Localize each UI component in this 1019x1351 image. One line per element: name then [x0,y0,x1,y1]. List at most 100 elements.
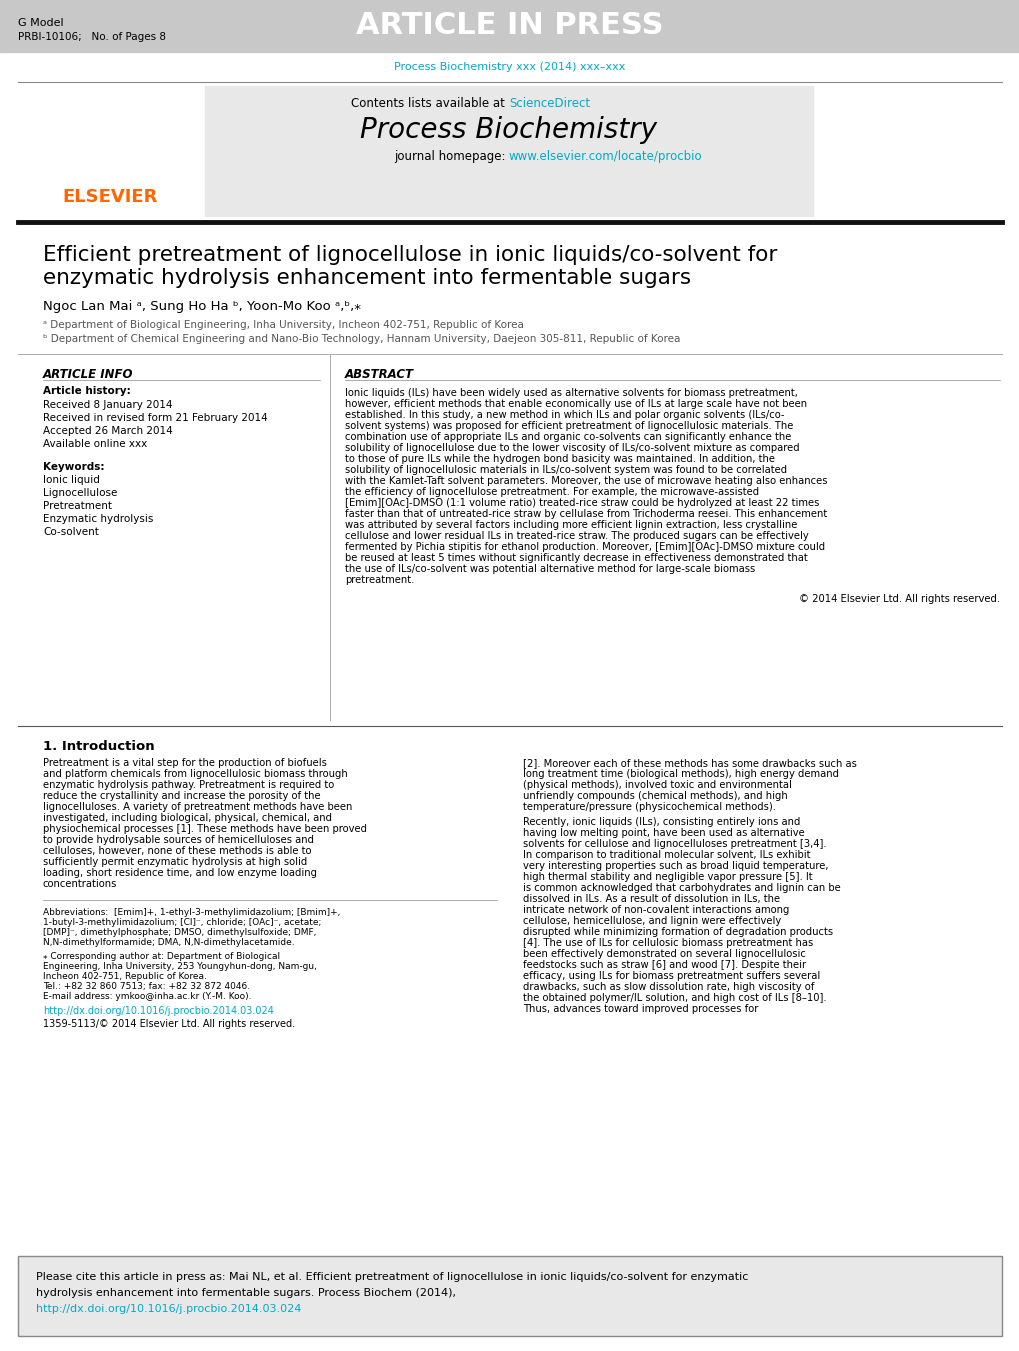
Text: (physical methods), involved toxic and environmental: (physical methods), involved toxic and e… [523,780,791,790]
Text: Tel.: +82 32 860 7513; fax: +82 32 872 4046.: Tel.: +82 32 860 7513; fax: +82 32 872 4… [43,982,250,992]
Text: celluloses, however, none of these methods is able to: celluloses, however, none of these metho… [43,846,311,857]
Text: Ngoc Lan Mai ᵃ, Sung Ho Ha ᵇ, Yoon-Mo Koo ᵃ,ᵇ,⁎: Ngoc Lan Mai ᵃ, Sung Ho Ha ᵇ, Yoon-Mo Ko… [43,300,361,313]
Text: http://dx.doi.org/10.1016/j.procbio.2014.03.024: http://dx.doi.org/10.1016/j.procbio.2014… [36,1304,301,1315]
Text: hydrolysis enhancement into fermentable sugars. Process Biochem (2014),: hydrolysis enhancement into fermentable … [36,1288,459,1298]
Text: ᵃ Department of Biological Engineering, Inha University, Incheon 402-751, Republ: ᵃ Department of Biological Engineering, … [43,320,524,330]
Text: lignocelluloses. A variety of pretreatment methods have been: lignocelluloses. A variety of pretreatme… [43,802,352,812]
FancyBboxPatch shape [18,1256,1001,1336]
Text: been effectively demonstrated on several lignocellulosic: been effectively demonstrated on several… [523,948,805,959]
Text: dissolved in ILs. As a result of dissolution in ILs, the: dissolved in ILs. As a result of dissolu… [523,894,780,904]
Text: investigated, including biological, physical, chemical, and: investigated, including biological, phys… [43,813,331,823]
Text: ABSTRACT: ABSTRACT [344,367,414,381]
Text: Incheon 402-751, Republic of Korea.: Incheon 402-751, Republic of Korea. [43,971,207,981]
Text: pretreatment.: pretreatment. [344,576,414,585]
Text: [DMP]⁻, dimethylphosphate; DMSO, dimethylsulfoxide; DMF,: [DMP]⁻, dimethylphosphate; DMSO, dimethy… [43,928,316,938]
Text: drawbacks, such as slow dissolution rate, high viscosity of: drawbacks, such as slow dissolution rate… [523,982,813,992]
Text: Received 8 January 2014: Received 8 January 2014 [43,400,172,409]
Text: enzymatic hydrolysis enhancement into fermentable sugars: enzymatic hydrolysis enhancement into fe… [43,267,691,288]
Text: concentrations: concentrations [43,880,117,889]
Text: to those of pure ILs while the hydrogen bond basicity was maintained. In additio: to those of pure ILs while the hydrogen … [344,454,774,463]
Text: Received in revised form 21 February 2014: Received in revised form 21 February 201… [43,413,268,423]
Text: N,N-dimethylformamide; DMA, N,N-dimethylacetamide.: N,N-dimethylformamide; DMA, N,N-dimethyl… [43,938,294,947]
Text: Article history:: Article history: [43,386,130,396]
Text: feedstocks such as straw [6] and wood [7]. Despite their: feedstocks such as straw [6] and wood [7… [523,961,805,970]
Text: ARTICLE INFO: ARTICLE INFO [43,367,133,381]
Text: ⁎ Corresponding author at: Department of Biological: ⁎ Corresponding author at: Department of… [43,952,280,961]
Text: http://dx.doi.org/10.1016/j.procbio.2014.03.024: http://dx.doi.org/10.1016/j.procbio.2014… [43,1006,274,1016]
Text: Co-solvent: Co-solvent [43,527,99,536]
Text: Thus, advances toward improved processes for: Thus, advances toward improved processes… [523,1004,758,1015]
Text: [4]. The use of ILs for cellulosic biomass pretreatment has: [4]. The use of ILs for cellulosic bioma… [523,938,812,948]
Text: ScienceDirect: ScienceDirect [508,97,590,109]
Text: www.elsevier.com/locate/procbio: www.elsevier.com/locate/procbio [508,150,702,163]
Text: however, efficient methods that enable economically use of ILs at large scale ha: however, efficient methods that enable e… [344,399,806,409]
Text: PRBI-10106;   No. of Pages 8: PRBI-10106; No. of Pages 8 [18,32,166,42]
Text: physiochemical processes [1]. These methods have been proved: physiochemical processes [1]. These meth… [43,824,367,834]
Text: and platform chemicals from lignocellulosic biomass through: and platform chemicals from lignocellulo… [43,769,347,780]
Text: © 2014 Elsevier Ltd. All rights reserved.: © 2014 Elsevier Ltd. All rights reserved… [798,594,999,604]
Text: E-mail address: ymkoo@inha.ac.kr (Y.-M. Koo).: E-mail address: ymkoo@inha.ac.kr (Y.-M. … [43,992,252,1001]
Text: 1359-5113/© 2014 Elsevier Ltd. All rights reserved.: 1359-5113/© 2014 Elsevier Ltd. All right… [43,1019,294,1029]
Text: Process Biochemistry: Process Biochemistry [360,116,657,145]
Text: fermented by Pichia stipitis for ethanol production. Moreover, [Emim][OAc]-DMSO : fermented by Pichia stipitis for ethanol… [344,542,824,553]
Text: combination use of appropriate ILs and organic co-solvents can significantly enh: combination use of appropriate ILs and o… [344,432,791,442]
Text: In comparison to traditional molecular solvent, ILs exhibit: In comparison to traditional molecular s… [523,850,810,861]
Text: is common acknowledged that carbohydrates and lignin can be: is common acknowledged that carbohydrate… [523,884,840,893]
Text: reduce the crystallinity and increase the porosity of the: reduce the crystallinity and increase th… [43,790,320,801]
Text: cellulose, hemicellulose, and lignin were effectively: cellulose, hemicellulose, and lignin wer… [523,916,781,925]
Text: Process Biochemistry xxx (2014) xxx–xxx: Process Biochemistry xxx (2014) xxx–xxx [394,62,625,72]
Text: sufficiently permit enzymatic hydrolysis at high solid: sufficiently permit enzymatic hydrolysis… [43,857,307,867]
Text: Accepted 26 March 2014: Accepted 26 March 2014 [43,426,172,436]
Text: be reused at least 5 times without significantly decrease in effectiveness demon: be reused at least 5 times without signi… [344,553,807,563]
Text: Pretreatment: Pretreatment [43,501,112,511]
Text: intricate network of non-covalent interactions among: intricate network of non-covalent intera… [523,905,789,915]
Text: temperature/pressure (physicochemical methods).: temperature/pressure (physicochemical me… [523,802,775,812]
Text: Abbreviations:  [Emim]+, 1-ethyl-3-methylimidazolium; [Bmim]+,: Abbreviations: [Emim]+, 1-ethyl-3-methyl… [43,908,340,917]
Text: [Emim][OAc]-DMSO (1:1 volume ratio) treated-rice straw could be hydrolyzed at le: [Emim][OAc]-DMSO (1:1 volume ratio) trea… [344,499,818,508]
Text: high thermal stability and negligible vapor pressure [5]. It: high thermal stability and negligible va… [523,871,812,882]
Text: unfriendly compounds (chemical methods), and high: unfriendly compounds (chemical methods),… [523,790,787,801]
Text: the efficiency of lignocellulose pretreatment. For example, the microwave-assist: the efficiency of lignocellulose pretrea… [344,486,758,497]
Text: 1. Introduction: 1. Introduction [43,740,155,753]
Text: Enzymatic hydrolysis: Enzymatic hydrolysis [43,513,153,524]
Text: long treatment time (biological methods), high energy demand: long treatment time (biological methods)… [523,769,839,780]
Text: loading, short residence time, and low enzyme loading: loading, short residence time, and low e… [43,867,317,878]
Text: enzymatic hydrolysis pathway. Pretreatment is required to: enzymatic hydrolysis pathway. Pretreatme… [43,780,334,790]
Text: solvents for cellulose and lignocelluloses pretreatment [3,4].: solvents for cellulose and lignocellulos… [523,839,825,848]
Text: Contents lists available at: Contents lists available at [351,97,508,109]
Text: solubility of lignocellulosic materials in ILs/co-solvent system was found to be: solubility of lignocellulosic materials … [344,465,787,476]
Text: Keywords:: Keywords: [43,462,104,471]
Text: ᵇ Department of Chemical Engineering and Nano-Bio Technology, Hannam University,: ᵇ Department of Chemical Engineering and… [43,334,680,345]
Text: Engineering, Inha University, 253 Youngyhun-dong, Nam-gu,: Engineering, Inha University, 253 Youngy… [43,962,317,971]
Text: ARTICLE IN PRESS: ARTICLE IN PRESS [356,12,663,41]
Text: faster than that of untreated-rice straw by cellulase from Trichoderma reesei. T: faster than that of untreated-rice straw… [344,509,826,519]
Text: to provide hydrolysable sources of hemicelluloses and: to provide hydrolysable sources of hemic… [43,835,314,844]
Text: Ionic liquids (ILs) have been widely used as alternative solvents for biomass pr: Ionic liquids (ILs) have been widely use… [344,388,797,399]
Text: cellulose and lower residual ILs in treated-rice straw. The produced sugars can : cellulose and lower residual ILs in trea… [344,531,808,540]
Text: Ionic liquid: Ionic liquid [43,476,100,485]
Text: Efficient pretreatment of lignocellulose in ionic liquids/co-solvent for: Efficient pretreatment of lignocellulose… [43,245,776,265]
Text: was attributed by several factors including more efficient lignin extraction, le: was attributed by several factors includ… [344,520,797,530]
Text: the use of ILs/co-solvent was potential alternative method for large-scale bioma: the use of ILs/co-solvent was potential … [344,563,754,574]
Text: [2]. Moreover each of these methods has some drawbacks such as: [2]. Moreover each of these methods has … [523,758,856,767]
Text: having low melting point, have been used as alternative: having low melting point, have been used… [523,828,804,838]
Text: the obtained polymer/IL solution, and high cost of ILs [8–10].: the obtained polymer/IL solution, and hi… [523,993,825,1002]
Text: ELSEVIER: ELSEVIER [62,188,158,205]
Bar [0,0,1019,51]
Text: very interesting properties such as broad liquid temperature,: very interesting properties such as broa… [523,861,827,871]
Text: Lignocellulose: Lignocellulose [43,488,117,499]
Text: Available online xxx: Available online xxx [43,439,147,449]
Text: G Model: G Model [18,18,63,28]
Text: 1-butyl-3-methylimidazolium; [Cl]⁻, chloride; [OAc]⁻, acetate;: 1-butyl-3-methylimidazolium; [Cl]⁻, chlo… [43,917,321,927]
Text: Pretreatment is a vital step for the production of biofuels: Pretreatment is a vital step for the pro… [43,758,326,767]
Text: solubility of lignocellulose due to the lower viscosity of ILs/co-solvent mixtur: solubility of lignocellulose due to the … [344,443,799,453]
Text: journal homepage:: journal homepage: [393,150,508,163]
Text: Recently, ionic liquids (ILs), consisting entirely ions and: Recently, ionic liquids (ILs), consistin… [523,817,800,827]
Bar [205,86,812,216]
Text: established. In this study, a new method in which ILs and polar organic solvents: established. In this study, a new method… [344,409,784,420]
Text: Please cite this article in press as: Mai NL, et al. Efficient pretreatment of l: Please cite this article in press as: Ma… [36,1273,748,1282]
Text: disrupted while minimizing formation of degradation products: disrupted while minimizing formation of … [523,927,833,938]
Text: with the Kamlet-Taft solvent parameters. Moreover, the use of microwave heating : with the Kamlet-Taft solvent parameters.… [344,476,826,486]
Text: solvent systems) was proposed for efficient pretreatment of lignocellulosic mate: solvent systems) was proposed for effici… [344,422,793,431]
Text: efficacy, using ILs for biomass pretreatment suffers several: efficacy, using ILs for biomass pretreat… [523,971,819,981]
